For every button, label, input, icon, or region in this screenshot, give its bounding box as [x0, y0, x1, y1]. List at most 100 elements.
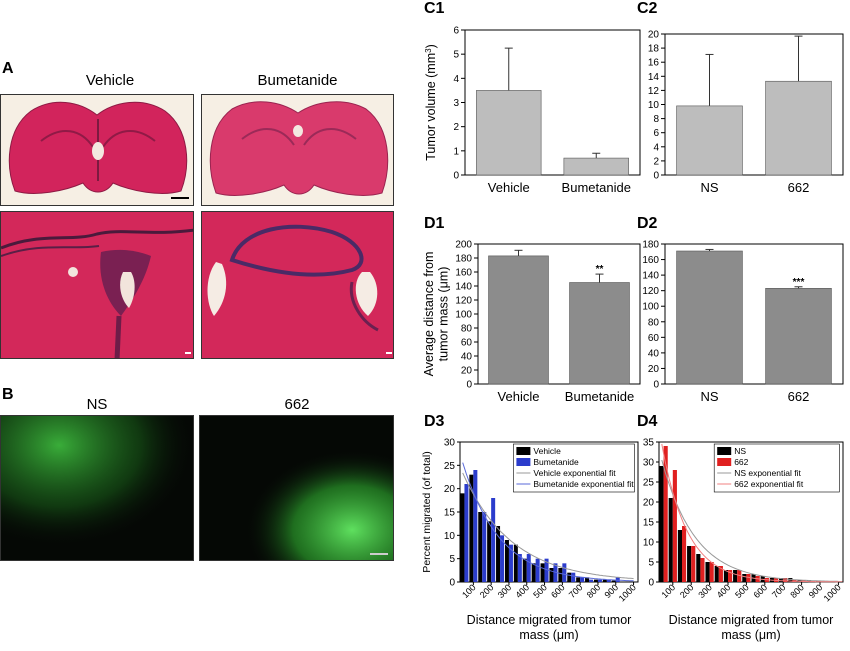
d4-bar-ns-6: [714, 566, 719, 582]
d3-bar-vehicle-3: [487, 521, 492, 582]
d4-y-tick-label: 30: [643, 458, 655, 469]
d4-bar-662-13: [783, 578, 788, 582]
d3-bar-vehicle-15: [593, 579, 598, 582]
d4-legend-swatch-1: [717, 458, 732, 466]
d3-bar-bumetanide-15: [597, 579, 602, 582]
d4-y-tick-label: 25: [643, 478, 655, 489]
d4-fit-line-0: [661, 459, 839, 582]
d3-y-tick-label: 5: [449, 554, 455, 565]
d4-x-tick-label: 500: [733, 582, 751, 600]
d4-bar-662-0: [663, 446, 668, 582]
c1-y-axis-label: Tumor volume (mm3): [424, 44, 439, 161]
panel-b-label: B: [2, 386, 14, 403]
d3-bar-vehicle-11: [558, 568, 563, 582]
d3-bar-vehicle-1: [469, 474, 474, 582]
d4-bar-ns-2: [677, 530, 682, 582]
d1-y-tick-label: 200: [455, 240, 472, 251]
d3-bar-bumetanide-7: [526, 554, 531, 582]
c2-bar-0: [676, 105, 743, 176]
d3-x-tick-label: 100: [460, 582, 478, 600]
panel-d3-label: D3: [424, 413, 445, 430]
panel-c2-label: C2: [637, 0, 658, 17]
panel-a-title-vehicle: Vehicle: [85, 72, 135, 89]
d2-plot-frame: [664, 243, 844, 385]
d4-x-tick-label: 300: [696, 582, 714, 600]
d2-significance-1: ***: [793, 277, 805, 288]
d1-y-tick-label: 180: [455, 254, 472, 265]
d1-y-tick-label: 140: [455, 282, 472, 293]
d4-y-tick-label: 15: [643, 518, 655, 529]
d1-y-tick-label: 80: [461, 324, 473, 335]
d3-y-tick-label: 0: [449, 578, 455, 589]
d3-bar-vehicle-6: [513, 544, 518, 582]
d3-y-axis-label: Percent migrated (of total): [421, 451, 433, 572]
d3-bar-vehicle-12: [567, 572, 572, 582]
c2-y-tick-label: 20: [648, 30, 660, 41]
d4-bar-ns-4: [696, 554, 701, 582]
d4-bar-662-5: [709, 562, 714, 582]
chart-d2-average-distance: 0 20 40 60 80 100 120 140 160 180 NS *** 662: [642, 240, 844, 404]
d1-bar-0: [488, 255, 549, 385]
d3-bar-bumetanide-0: [464, 484, 469, 582]
c1-category-label-0: Vehicle: [488, 180, 530, 195]
d4-fit-line-1: [661, 443, 839, 583]
c1-y-tick-label: 1: [453, 146, 459, 157]
d2-y-tick-label: 160: [642, 255, 659, 266]
d4-bar-662-4: [700, 558, 705, 582]
d3-legend-label-0: Vehicle: [533, 446, 561, 456]
d2-category-label-0: NS: [700, 389, 718, 404]
histology-bumetanide-detail: [201, 211, 394, 359]
d3-legend-label-1: Bumetanide: [533, 457, 579, 467]
c1-y-tick-label: 2: [453, 122, 459, 133]
d4-x-tick-label: 1000: [822, 582, 843, 603]
c2-y-tick-label: 6: [653, 128, 659, 139]
c2-y-tick-label: 0: [653, 171, 659, 182]
panel-a-label: A: [2, 60, 14, 77]
panel-d1-label: D1: [424, 215, 445, 232]
d3-bar-vehicle-2: [478, 512, 483, 582]
panel-d2-label: D2: [637, 215, 658, 232]
d3-bar-vehicle-4: [496, 526, 501, 582]
d4-legend-swatch-0: [717, 447, 732, 455]
d3-bar-bumetanide-14: [589, 579, 594, 582]
d3-fit-line-0: [462, 472, 634, 580]
d4-x-tick-label: 100: [660, 582, 678, 600]
d2-y-tick-label: 120: [642, 286, 659, 297]
d2-y-tick-label: 0: [653, 380, 659, 391]
d1-y-tick-label: 20: [461, 366, 473, 377]
panel-d4-label: D4: [637, 413, 658, 430]
c1-y-tick-label: 3: [453, 98, 459, 109]
d1-y-tick-label: 160: [455, 268, 472, 279]
c1-category-label-1: Bumetanide: [562, 180, 631, 195]
d3-x-tick-label: 600: [549, 582, 567, 600]
c1-y-tick-label: 4: [453, 74, 459, 85]
c1-bar-1: [563, 157, 629, 176]
d1-bar-1: [569, 282, 630, 385]
panel-a-title-bumetanide: Bumetanide: [257, 72, 338, 89]
d2-y-tick-label: 60: [648, 333, 660, 344]
d3-bar-bumetanide-12: [571, 572, 576, 582]
d3-x-axis-label: Distance migrated from tumor mass (μm): [467, 613, 632, 642]
d3-legend-label-2: Vehicle exponential fit: [533, 468, 616, 478]
d4-bar-662-2: [682, 526, 687, 582]
d4-legend-label-1: 662: [734, 457, 748, 467]
c2-y-tick-label: 16: [648, 58, 660, 69]
d3-y-tick-label: 30: [444, 438, 456, 449]
c1-y-tick-label: 0: [453, 171, 459, 182]
fluorescence-662: [199, 415, 394, 561]
d3-y-tick-label: 25: [444, 461, 456, 472]
panel-c1-label: C1: [424, 0, 445, 17]
c2-y-tick-label: 8: [653, 114, 659, 125]
panel-b-title-ns: NS: [86, 396, 108, 413]
d3-fit-line-1: [462, 462, 634, 582]
d3-x-tick-label: 500: [531, 582, 549, 600]
d4-bar-662-7: [728, 570, 733, 582]
brain-section-vehicle-overview: [0, 94, 194, 206]
d3-bar-bumetanide-8: [535, 558, 540, 582]
c2-category-label-1: 662: [788, 180, 810, 195]
d3-x-tick-label: 800: [585, 582, 603, 600]
d4-x-tick-label: 200: [678, 582, 696, 600]
d4-bar-ns-16: [806, 580, 811, 582]
d3-y-tick-label: 20: [444, 484, 456, 495]
